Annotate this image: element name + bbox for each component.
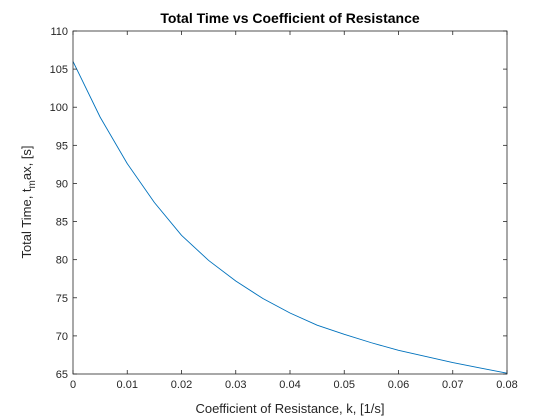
y-tick-label: 80 xyxy=(56,255,68,267)
chart-title: Total Time vs Coefficient of Resistance xyxy=(160,10,420,26)
series-line-0 xyxy=(72,61,508,374)
series-layer xyxy=(72,61,508,374)
x-tick-label: 0.02 xyxy=(171,379,192,391)
y-tick-label: 75 xyxy=(56,293,68,305)
y-axis-label-subscript: m xyxy=(27,180,38,188)
y-tick-label: 85 xyxy=(56,217,68,229)
y-axis-label-rest: ax, [s] xyxy=(19,145,34,180)
x-tick-label: 0.01 xyxy=(117,379,138,391)
y-tick-label: 100 xyxy=(50,102,68,114)
y-tick-label: 90 xyxy=(56,178,68,190)
x-tick-label: 0.07 xyxy=(442,379,463,391)
x-tick-label: 0.03 xyxy=(225,379,246,391)
y-tick-label: 105 xyxy=(50,64,68,76)
x-tick-label: 0.08 xyxy=(496,379,517,391)
y-tick-label: 65 xyxy=(56,369,68,381)
x-tick-label: 0.06 xyxy=(388,379,409,391)
x-tick-label: 0.05 xyxy=(334,379,355,391)
y-tick-label: 110 xyxy=(50,26,68,38)
y-tick-label: 70 xyxy=(56,331,68,343)
x-axis-label: Coefficient of Resistance, k, [1/s] xyxy=(195,401,384,416)
x-tick-label: 0 xyxy=(70,379,76,391)
y-axis-label-main: Total Time, t xyxy=(19,188,34,258)
ticks-layer: 0 0.01 0.02 0.03 0.04 0.05 0.06 0.07 0.08 65 70 75 8… xyxy=(50,26,518,391)
plot-area xyxy=(73,31,507,374)
x-tick-label: 0.04 xyxy=(279,379,300,391)
y-tick-label: 95 xyxy=(56,140,68,152)
y-axis-label: Total Time, tmax, [s] xyxy=(19,145,38,258)
